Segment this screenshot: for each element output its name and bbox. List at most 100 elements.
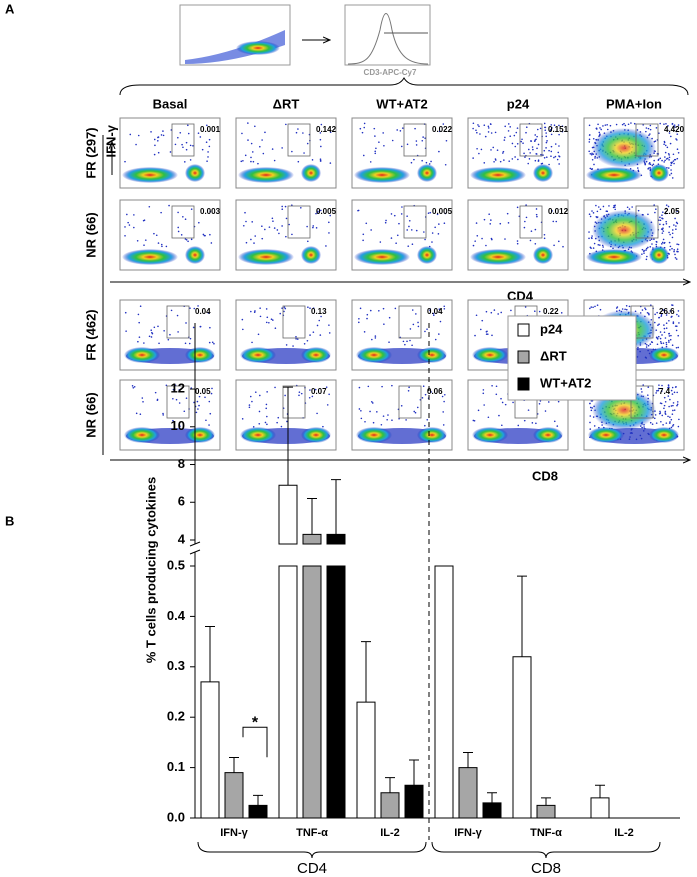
event-dot [210, 242, 213, 244]
event-dot [676, 243, 678, 245]
event-dot [207, 151, 209, 153]
gate [287, 205, 311, 239]
event-dot [295, 335, 297, 338]
event-dot [589, 428, 592, 430]
event-dot [358, 321, 360, 324]
event-dot [141, 397, 144, 399]
event-dot [270, 318, 273, 320]
event-dot [247, 139, 249, 141]
event-dot [663, 404, 666, 407]
event-dot [361, 131, 364, 134]
event-dot [588, 213, 591, 215]
event-dot [396, 234, 399, 237]
event-dot [535, 153, 538, 155]
event-dot [649, 245, 652, 248]
event-dot [172, 388, 175, 391]
event-dot [162, 412, 164, 415]
event-dot [539, 127, 542, 130]
event-dot [664, 159, 666, 162]
event-dot [178, 402, 181, 404]
event-dot [668, 341, 670, 343]
event-dot [362, 233, 365, 236]
event-dot [388, 341, 390, 343]
density [185, 246, 205, 264]
density [240, 427, 276, 443]
event-dot [175, 398, 178, 401]
event-dot [472, 122, 475, 125]
event-dot [432, 312, 435, 315]
event-dot [367, 385, 370, 388]
event-dot [490, 237, 493, 240]
event-dot [478, 125, 480, 128]
error-bar [595, 784, 605, 798]
event-dot [357, 209, 359, 212]
event-dot [591, 210, 593, 212]
event-dot [503, 139, 506, 141]
event-dot [599, 244, 601, 246]
event-dot [588, 124, 591, 127]
event-dot [286, 420, 288, 423]
gate-value: 7.4 [659, 387, 671, 396]
group-label: CD8 [531, 860, 561, 877]
event-dot [553, 156, 555, 159]
event-dot [189, 144, 192, 147]
histogram-curve [347, 13, 429, 65]
event-dot [668, 335, 671, 337]
event-dot [604, 124, 607, 126]
event-dot [524, 220, 526, 223]
event-dot [411, 309, 414, 311]
event-dot [513, 134, 516, 137]
event-dot [438, 308, 441, 310]
event-dot [546, 140, 548, 142]
density [533, 427, 563, 443]
gate-value: 26.6 [659, 307, 675, 316]
event-dot [493, 161, 495, 163]
event-dot [590, 409, 593, 412]
event-dot [245, 220, 247, 223]
event-dot [329, 162, 332, 164]
density [417, 347, 447, 363]
event-dot [261, 237, 264, 240]
event-dot [241, 132, 243, 135]
event-dot [258, 410, 261, 413]
event-dot [300, 207, 302, 209]
event-dot [406, 215, 408, 217]
event-dot [517, 424, 520, 427]
event-dot [262, 152, 265, 155]
event-dot [670, 162, 673, 165]
event-dot [303, 152, 305, 154]
event-dot [162, 130, 164, 132]
event-dot [516, 127, 519, 129]
event-dot [655, 390, 658, 392]
event-dot [545, 147, 547, 149]
event-dot [382, 132, 384, 134]
event-dot [514, 156, 516, 158]
event-dot [661, 384, 663, 387]
event-dot [561, 130, 564, 133]
event-dot [150, 329, 153, 332]
event-dot [124, 226, 126, 228]
event-dot [265, 403, 268, 406]
event-dot [476, 131, 478, 134]
event-dot [206, 124, 208, 127]
event-dot [477, 409, 480, 412]
event-dot [284, 394, 286, 397]
event-dot [657, 324, 659, 327]
event-dot [613, 206, 616, 208]
event-dot [474, 334, 476, 337]
density [472, 347, 508, 363]
density [185, 347, 215, 363]
event-dot [291, 233, 293, 236]
event-dot [362, 239, 364, 242]
group-label: CD4 [297, 860, 327, 877]
event-dot [525, 131, 527, 134]
event-dot [281, 225, 283, 227]
gate-value: 0.001 [200, 125, 221, 134]
group-brace [431, 841, 661, 859]
bar [278, 484, 298, 819]
event-dot [662, 423, 664, 426]
event-dot [670, 169, 672, 171]
event-dot [487, 125, 490, 128]
event-dot [421, 397, 424, 399]
event-dot [183, 161, 186, 163]
